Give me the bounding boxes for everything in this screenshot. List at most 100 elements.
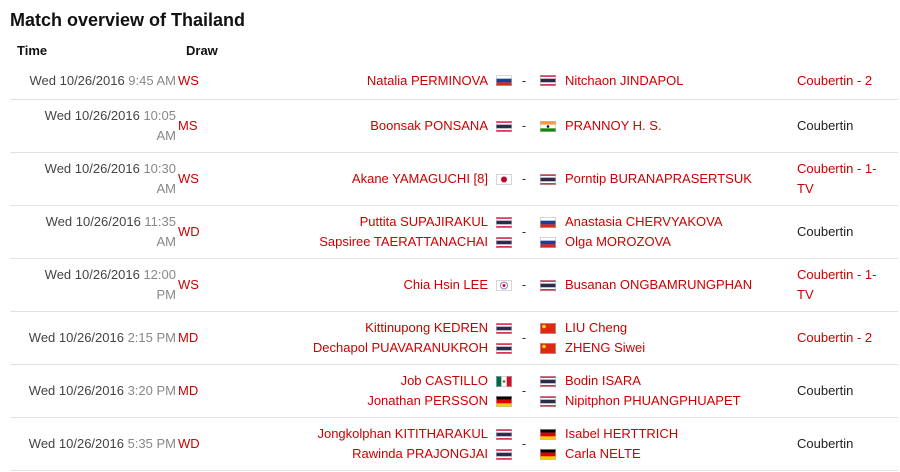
draw-link[interactable]: MD: [178, 383, 199, 398]
player-link[interactable]: Jonathan PERSSON: [367, 393, 488, 408]
player-link[interactable]: Puttita SUPAJIRAKUL: [359, 214, 488, 229]
player-link[interactable]: Isabel HERTTRICH: [565, 426, 679, 441]
time-cell: Wed 10/26/2016 11:35 AM: [24, 212, 176, 252]
player-link[interactable]: Carla NELTE: [565, 446, 641, 461]
match-time: 2:15 PM: [127, 330, 176, 345]
court[interactable]: Coubertin: [797, 224, 854, 239]
match-time: 10:05 AM: [143, 108, 176, 143]
court[interactable]: Coubertin: [797, 118, 854, 133]
player-link[interactable]: Boonsak PONSANA: [370, 118, 488, 133]
match-row: Wed 10/26/2016 10:30 AM WS Akane YAMAGUCHI…: [10, 153, 898, 206]
court[interactable]: Coubertin - 2: [797, 330, 873, 345]
player-link[interactable]: PRANNOY H. S.: [565, 118, 662, 133]
player-link[interactable]: Natalia PERMINOVA: [366, 72, 488, 88]
court[interactable]: Coubertin - 2: [797, 72, 873, 88]
left-team: Boonsak PONSANA: [290, 116, 512, 136]
match-date: Wed 10/26/2016: [44, 161, 140, 176]
separator: -: [521, 118, 527, 133]
right-team: Busanan ONGBAMRUNGPHAN: [536, 275, 797, 295]
left-team: Akane YAMAGUCHI [8]: [290, 169, 512, 189]
match-date: Wed 10/26/2016: [29, 72, 125, 88]
player-link[interactable]: Jongkolphan KITITHARAKUL: [317, 426, 488, 441]
draw-link[interactable]: WD: [178, 436, 200, 451]
player-link[interactable]: Busanan ONGBAMRUNGPHAN: [565, 277, 753, 292]
court[interactable]: Coubertin: [797, 436, 854, 451]
draw-link[interactable]: WD: [178, 224, 200, 239]
match-time: 12:00 PM: [143, 267, 176, 302]
separator: -: [521, 171, 527, 186]
flag-icon: [540, 236, 556, 248]
match-row: Wed 10/26/2016 12:00 PM WS Chia Hsin LEE - B…: [10, 259, 898, 312]
separator: -: [521, 72, 527, 88]
player-link[interactable]: LIU Cheng: [565, 320, 628, 335]
player-link[interactable]: Kittinupong KEDREN: [365, 320, 488, 335]
player: Anastasia CHERVYAKOVA: [536, 212, 797, 232]
player-link[interactable]: Nitchaon JINDAPOL: [565, 72, 684, 88]
court[interactable]: Coubertin: [797, 383, 854, 398]
flag-icon: [496, 342, 512, 354]
player: ZHENG Siwei: [536, 338, 797, 358]
flag-icon: [540, 216, 556, 228]
right-team: Nitchaon JINDAPOL: [536, 71, 797, 91]
player-link[interactable]: Olga MOROZOVA: [565, 234, 671, 249]
player: PRANNOY H. S.: [536, 116, 797, 136]
player: Nitchaon JINDAPOL: [536, 71, 797, 91]
draw-link[interactable]: MD: [178, 330, 199, 345]
player-link[interactable]: Sapsiree TAERATTANACHAI: [319, 234, 488, 249]
flag-icon: [496, 428, 512, 440]
player-link[interactable]: Akane YAMAGUCHI [8]: [351, 171, 488, 186]
match-time: 10:30 AM: [143, 161, 176, 196]
separator: -: [521, 277, 527, 292]
player-link[interactable]: Anastasia CHERVYAKOVA: [565, 214, 723, 229]
flag-icon: [496, 75, 512, 86]
player-link[interactable]: Job CASTILLO: [400, 373, 488, 388]
player: LIU Cheng: [536, 318, 797, 338]
draw-link[interactable]: WS: [178, 277, 199, 292]
flag-icon: [496, 279, 512, 291]
right-team: LIU Cheng ZHENG Siwei: [536, 318, 797, 358]
player: Job CASTILLO: [401, 371, 512, 391]
left-team: Puttita SUPAJIRAKUL Sapsiree TAERATTANACH…: [290, 212, 512, 252]
time-cell: Wed 10/26/2016 5:35 PM: [24, 434, 176, 454]
flag-icon: [540, 322, 556, 334]
player-link[interactable]: Bodin ISARA: [565, 373, 641, 388]
flag-icon: [496, 375, 512, 387]
player: Boonsak PONSANA: [370, 116, 512, 136]
player-link[interactable]: Rawinda PRAJONGJAI: [352, 446, 488, 461]
player: Olga MOROZOVA: [536, 232, 797, 252]
player-link[interactable]: ZHENG Siwei: [565, 340, 646, 355]
flag-icon: [496, 395, 512, 407]
player: Jonathan PERSSON: [367, 391, 512, 411]
player-link[interactable]: Chia Hsin LEE: [403, 277, 488, 292]
player-link[interactable]: Porntip BURANAPRASERTSUK: [565, 171, 752, 186]
flag-icon: [540, 395, 556, 407]
draw-link[interactable]: MS: [178, 118, 198, 133]
draw-link[interactable]: WS: [178, 171, 199, 186]
match-time: 9:45 AM: [128, 72, 176, 88]
match-date: Wed 10/26/2016: [44, 108, 140, 123]
player-link[interactable]: Nipitphon PHUANGPHUAPET: [565, 393, 741, 408]
flag-icon: [540, 375, 556, 387]
player-link[interactable]: Dechapol PUAVARANUKROH: [312, 340, 488, 355]
flag-icon: [496, 448, 512, 460]
match-row: Wed 10/26/2016 11:35 AM WD Puttita SUPAJIR…: [10, 206, 898, 259]
player: Isabel HERTTRICH: [536, 424, 797, 444]
player: Dechapol PUAVARANUKROH: [313, 338, 512, 358]
player: Kittinupong KEDREN: [365, 318, 512, 338]
separator: -: [521, 330, 527, 345]
left-team: Job CASTILLO Jonathan PERSSON: [290, 371, 512, 411]
draw-link[interactable]: WS: [178, 72, 199, 88]
left-team: Jongkolphan KITITHARAKUL Rawinda PRAJONGJ…: [290, 424, 512, 464]
time-cell: Wed 10/26/2016 3:20 PM: [24, 381, 176, 401]
flag-icon: [496, 322, 512, 334]
separator: -: [521, 224, 527, 239]
separator: -: [521, 436, 527, 451]
match-time: 3:20 PM: [127, 383, 176, 398]
time-cell: Wed 10/26/2016 10:05 AM: [24, 106, 176, 146]
match-row: Wed 10/26/2016 9:45 AM WS Natalia PERMINOV…: [10, 62, 898, 100]
court[interactable]: Coubertin - 1-TV: [797, 267, 877, 302]
flag-icon: [540, 173, 556, 185]
court[interactable]: Coubertin - 1-TV: [797, 161, 877, 196]
flag-icon: [540, 342, 556, 354]
